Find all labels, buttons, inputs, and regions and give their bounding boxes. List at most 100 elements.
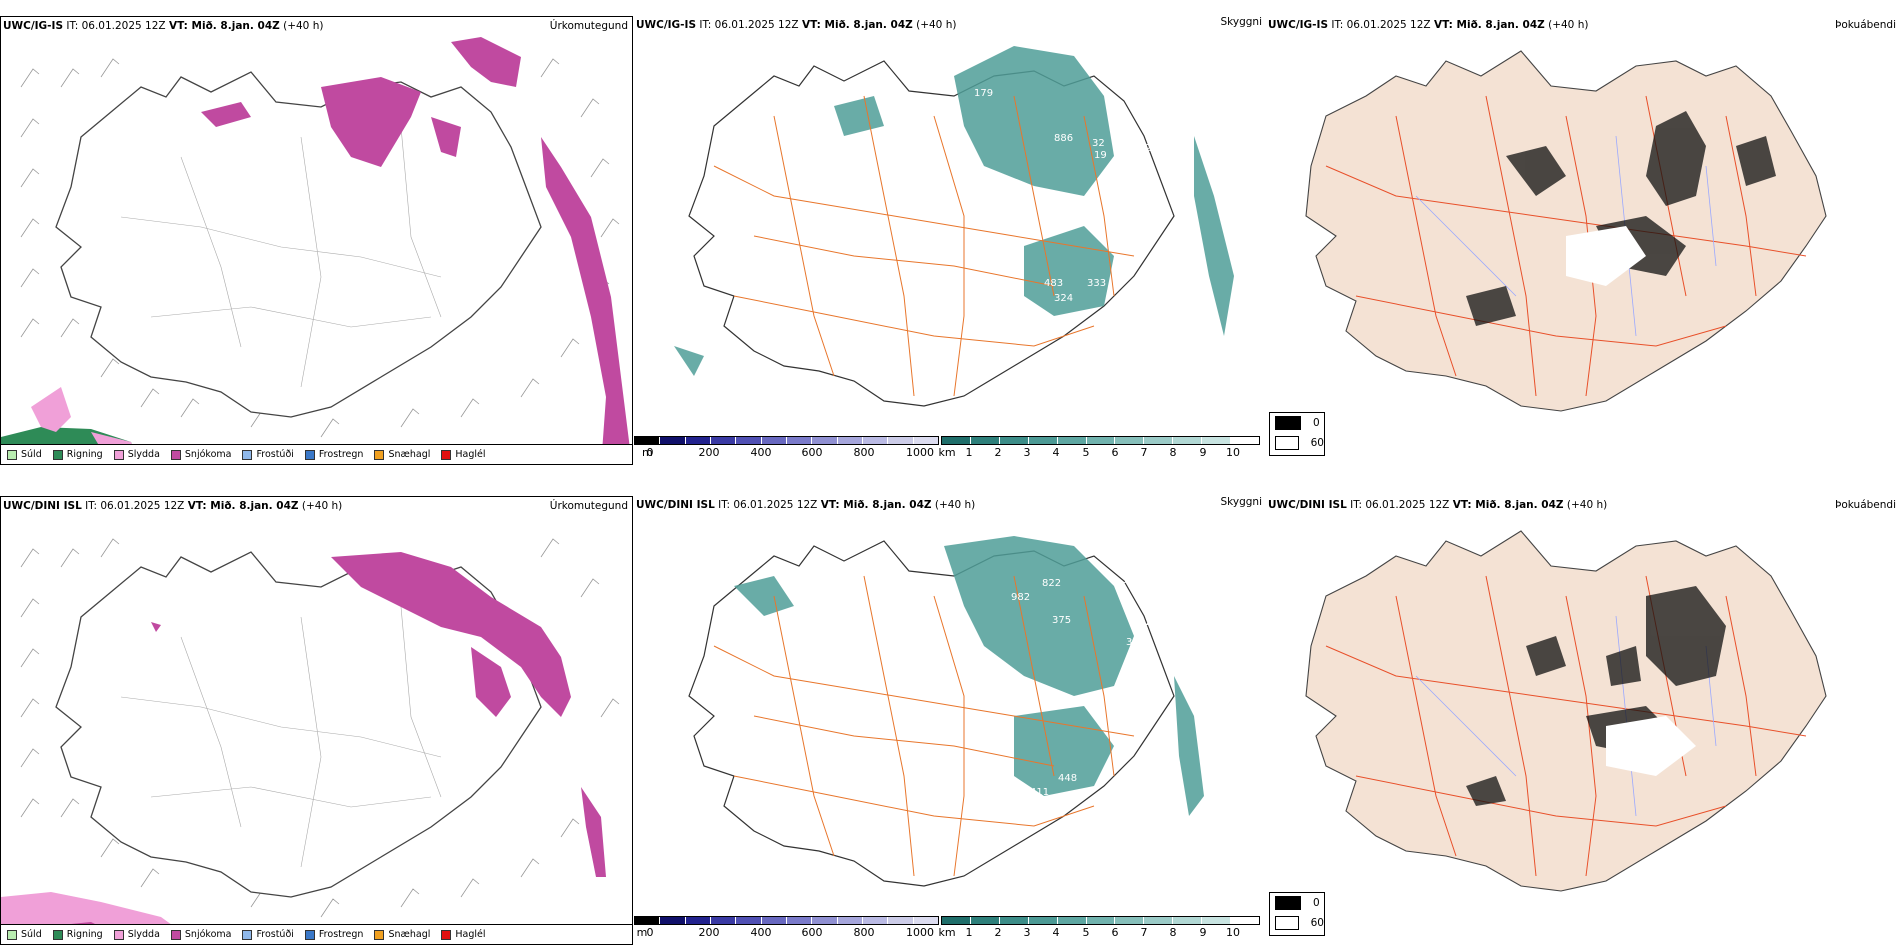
snow-areas	[151, 552, 606, 877]
valid-time: VT: Mið. 8.jan. 04Z	[1452, 499, 1564, 511]
legend-item: Snjókoma	[170, 449, 231, 460]
legend-item: Snæhagl	[374, 929, 430, 940]
precip-legend-bottom: Súld Rigning Slydda Snjókoma Frostúði Fr…	[1, 924, 632, 944]
ceiling-colorbar: m 0 200 400 600 800 1000	[634, 436, 939, 465]
svg-text:473: 473	[1172, 641, 1191, 652]
legend-item: Haglél	[441, 449, 486, 460]
iceland-coastline	[55, 551, 542, 898]
visibility-numbers: 179 862 886 32 19 32 483 324 333 208	[974, 76, 1152, 304]
valid-time: VT: Mið. 8.jan. 04Z	[820, 499, 932, 511]
lead-time: (+40 h)	[934, 499, 976, 511]
precip-type-title: Úrkomutegund	[549, 20, 628, 32]
legend-item: Frostúði	[242, 929, 294, 940]
colorbar-cells	[941, 436, 1260, 445]
valid-time: VT: Mið. 8.jan. 04Z	[801, 19, 913, 31]
colorbar-ticks: m 0 200 400 600 800 1000	[636, 926, 934, 939]
visibility-numbers: 3 822 306 982 375 15 328 384 473 448 411	[709, 575, 1191, 798]
lead-time: (+40 h)	[283, 20, 324, 32]
visibility-colorbar: km 1 2 3 4 5 6 7 8 9 10	[938, 436, 1260, 465]
lead-time: (+40 h)	[301, 500, 343, 512]
legend-item: Rigning	[52, 929, 103, 940]
fog-panel-bottom: UWC/DINI ISL IT: 06.01.2025 12Z VT: Mið.…	[1266, 496, 1900, 945]
snow-areas	[201, 37, 631, 464]
svg-text:411: 411	[1030, 787, 1049, 798]
colorbar-cells	[941, 916, 1260, 925]
svg-text:333: 333	[1087, 278, 1106, 289]
legend-item: Slydda	[113, 449, 160, 460]
svg-text:208: 208	[1114, 258, 1133, 269]
fog-title: Þokuábendi	[1835, 499, 1896, 511]
roads	[713, 95, 1135, 397]
svg-text:862: 862	[1119, 76, 1138, 87]
wind-barbs	[20, 538, 620, 918]
svg-text:448: 448	[1058, 773, 1077, 784]
precip-type-panel-top: UWC/IG-IS IT: 06.01.2025 12Z VT: Mið. 8.…	[0, 16, 633, 465]
svg-text:328: 328	[1139, 617, 1158, 628]
svg-text:822: 822	[1042, 578, 1061, 589]
model-name: UWC/DINI ISL	[636, 499, 715, 511]
panel-header: UWC/DINI ISL IT: 06.01.2025 12Z VT: Mið.…	[3, 500, 342, 512]
fog-legend-black: 0	[1270, 413, 1324, 433]
panel-header: UWC/IG-IS IT: 06.01.2025 12Z VT: Mið. 8.…	[636, 19, 956, 31]
fog-legend-bottom: 0 60	[1269, 892, 1325, 936]
valid-time: VT: Mið. 8.jan. 04Z	[1433, 19, 1545, 31]
visibility-panel-bottom: 3 822 306 982 375 15 328 384 473 448 411…	[634, 496, 1266, 945]
visibility-colorbar: km 1 2 3 4 5 6 7 8 9 10	[938, 916, 1260, 945]
legend-item: Frostregn	[304, 449, 363, 460]
svg-text:306: 306	[1121, 575, 1140, 586]
panel-header: UWC/DINI ISL IT: 06.01.2025 12Z VT: Mið.…	[636, 499, 975, 511]
colorbar-ticks: km 1 2 3 4 5 6 7 8 9 10	[938, 446, 1240, 459]
ceiling-colorbar: m 0 200 400 600 800 1000	[634, 916, 939, 945]
glacier	[1606, 716, 1696, 776]
panel-header: UWC/IG-IS IT: 06.01.2025 12Z VT: Mið. 8.…	[3, 20, 323, 32]
colorbar-cells	[634, 916, 939, 925]
fog-legend-black: 0	[1270, 893, 1324, 913]
visibility-map-bottom: 3 822 306 982 375 15 328 384 473 448 411	[688, 536, 1204, 887]
valid-time: VT: Mið. 8.jan. 04Z	[187, 500, 299, 512]
colorbar-ticks: m 0 200 400 600 800 1000	[642, 446, 934, 459]
legend-item: Snæhagl	[374, 449, 430, 460]
visibility-map-top: 179 862 886 32 19 32 483 324 333 208	[674, 46, 1234, 407]
svg-text:19: 19	[1094, 150, 1107, 161]
model-name: UWC/IG-IS	[636, 19, 697, 31]
issue-time: IT: 06.01.2025 12Z	[1350, 499, 1450, 511]
svg-text:483: 483	[1044, 278, 1063, 289]
issue-time: IT: 06.01.2025 12Z	[66, 20, 166, 32]
fog-legend-top: 0 60	[1269, 412, 1325, 456]
svg-text:179: 179	[974, 88, 993, 99]
roads	[120, 606, 442, 868]
svg-text:375: 375	[1052, 615, 1071, 626]
colorbar-cells	[634, 436, 939, 445]
svg-text:324: 324	[1054, 293, 1073, 304]
legend-item: Súld	[7, 929, 42, 940]
legend-item: Snjókoma	[170, 929, 231, 940]
roads	[713, 575, 1135, 877]
roads	[120, 126, 442, 388]
wind-barbs	[20, 58, 620, 438]
panel-header: UWC/IG-IS IT: 06.01.2025 12Z VT: Mið. 8.…	[1268, 19, 1588, 31]
legend-item: Súld	[7, 449, 42, 460]
svg-text:32: 32	[1092, 138, 1105, 149]
fog-legend-white: 60	[1270, 433, 1324, 453]
issue-time: IT: 06.01.2025 12Z	[718, 499, 818, 511]
fog-map-top	[1305, 50, 1827, 412]
svg-text:982: 982	[1011, 592, 1030, 603]
panel-header: UWC/DINI ISL IT: 06.01.2025 12Z VT: Mið.…	[1268, 499, 1607, 511]
precip-map-top	[1, 37, 631, 464]
svg-text:886: 886	[1054, 133, 1073, 144]
issue-time: IT: 06.01.2025 12Z	[1331, 19, 1431, 31]
precip-map-bottom	[1, 538, 620, 944]
model-name: UWC/DINI ISL	[1268, 499, 1347, 511]
model-name: UWC/IG-IS	[1268, 19, 1329, 31]
issue-time: IT: 06.01.2025 12Z	[85, 500, 185, 512]
fog-map-bottom	[1305, 530, 1827, 892]
fog-legend-white: 60	[1270, 913, 1324, 933]
glacier	[1566, 226, 1646, 286]
lead-time: (+40 h)	[1566, 499, 1608, 511]
lead-time: (+40 h)	[916, 19, 957, 31]
model-name: UWC/IG-IS	[3, 20, 64, 32]
legend-item: Frostregn	[304, 929, 363, 940]
legend-item: Rigning	[52, 449, 103, 460]
visibility-title: Skyggni	[1220, 16, 1263, 28]
fog-title: Þokuábendi	[1835, 19, 1896, 31]
